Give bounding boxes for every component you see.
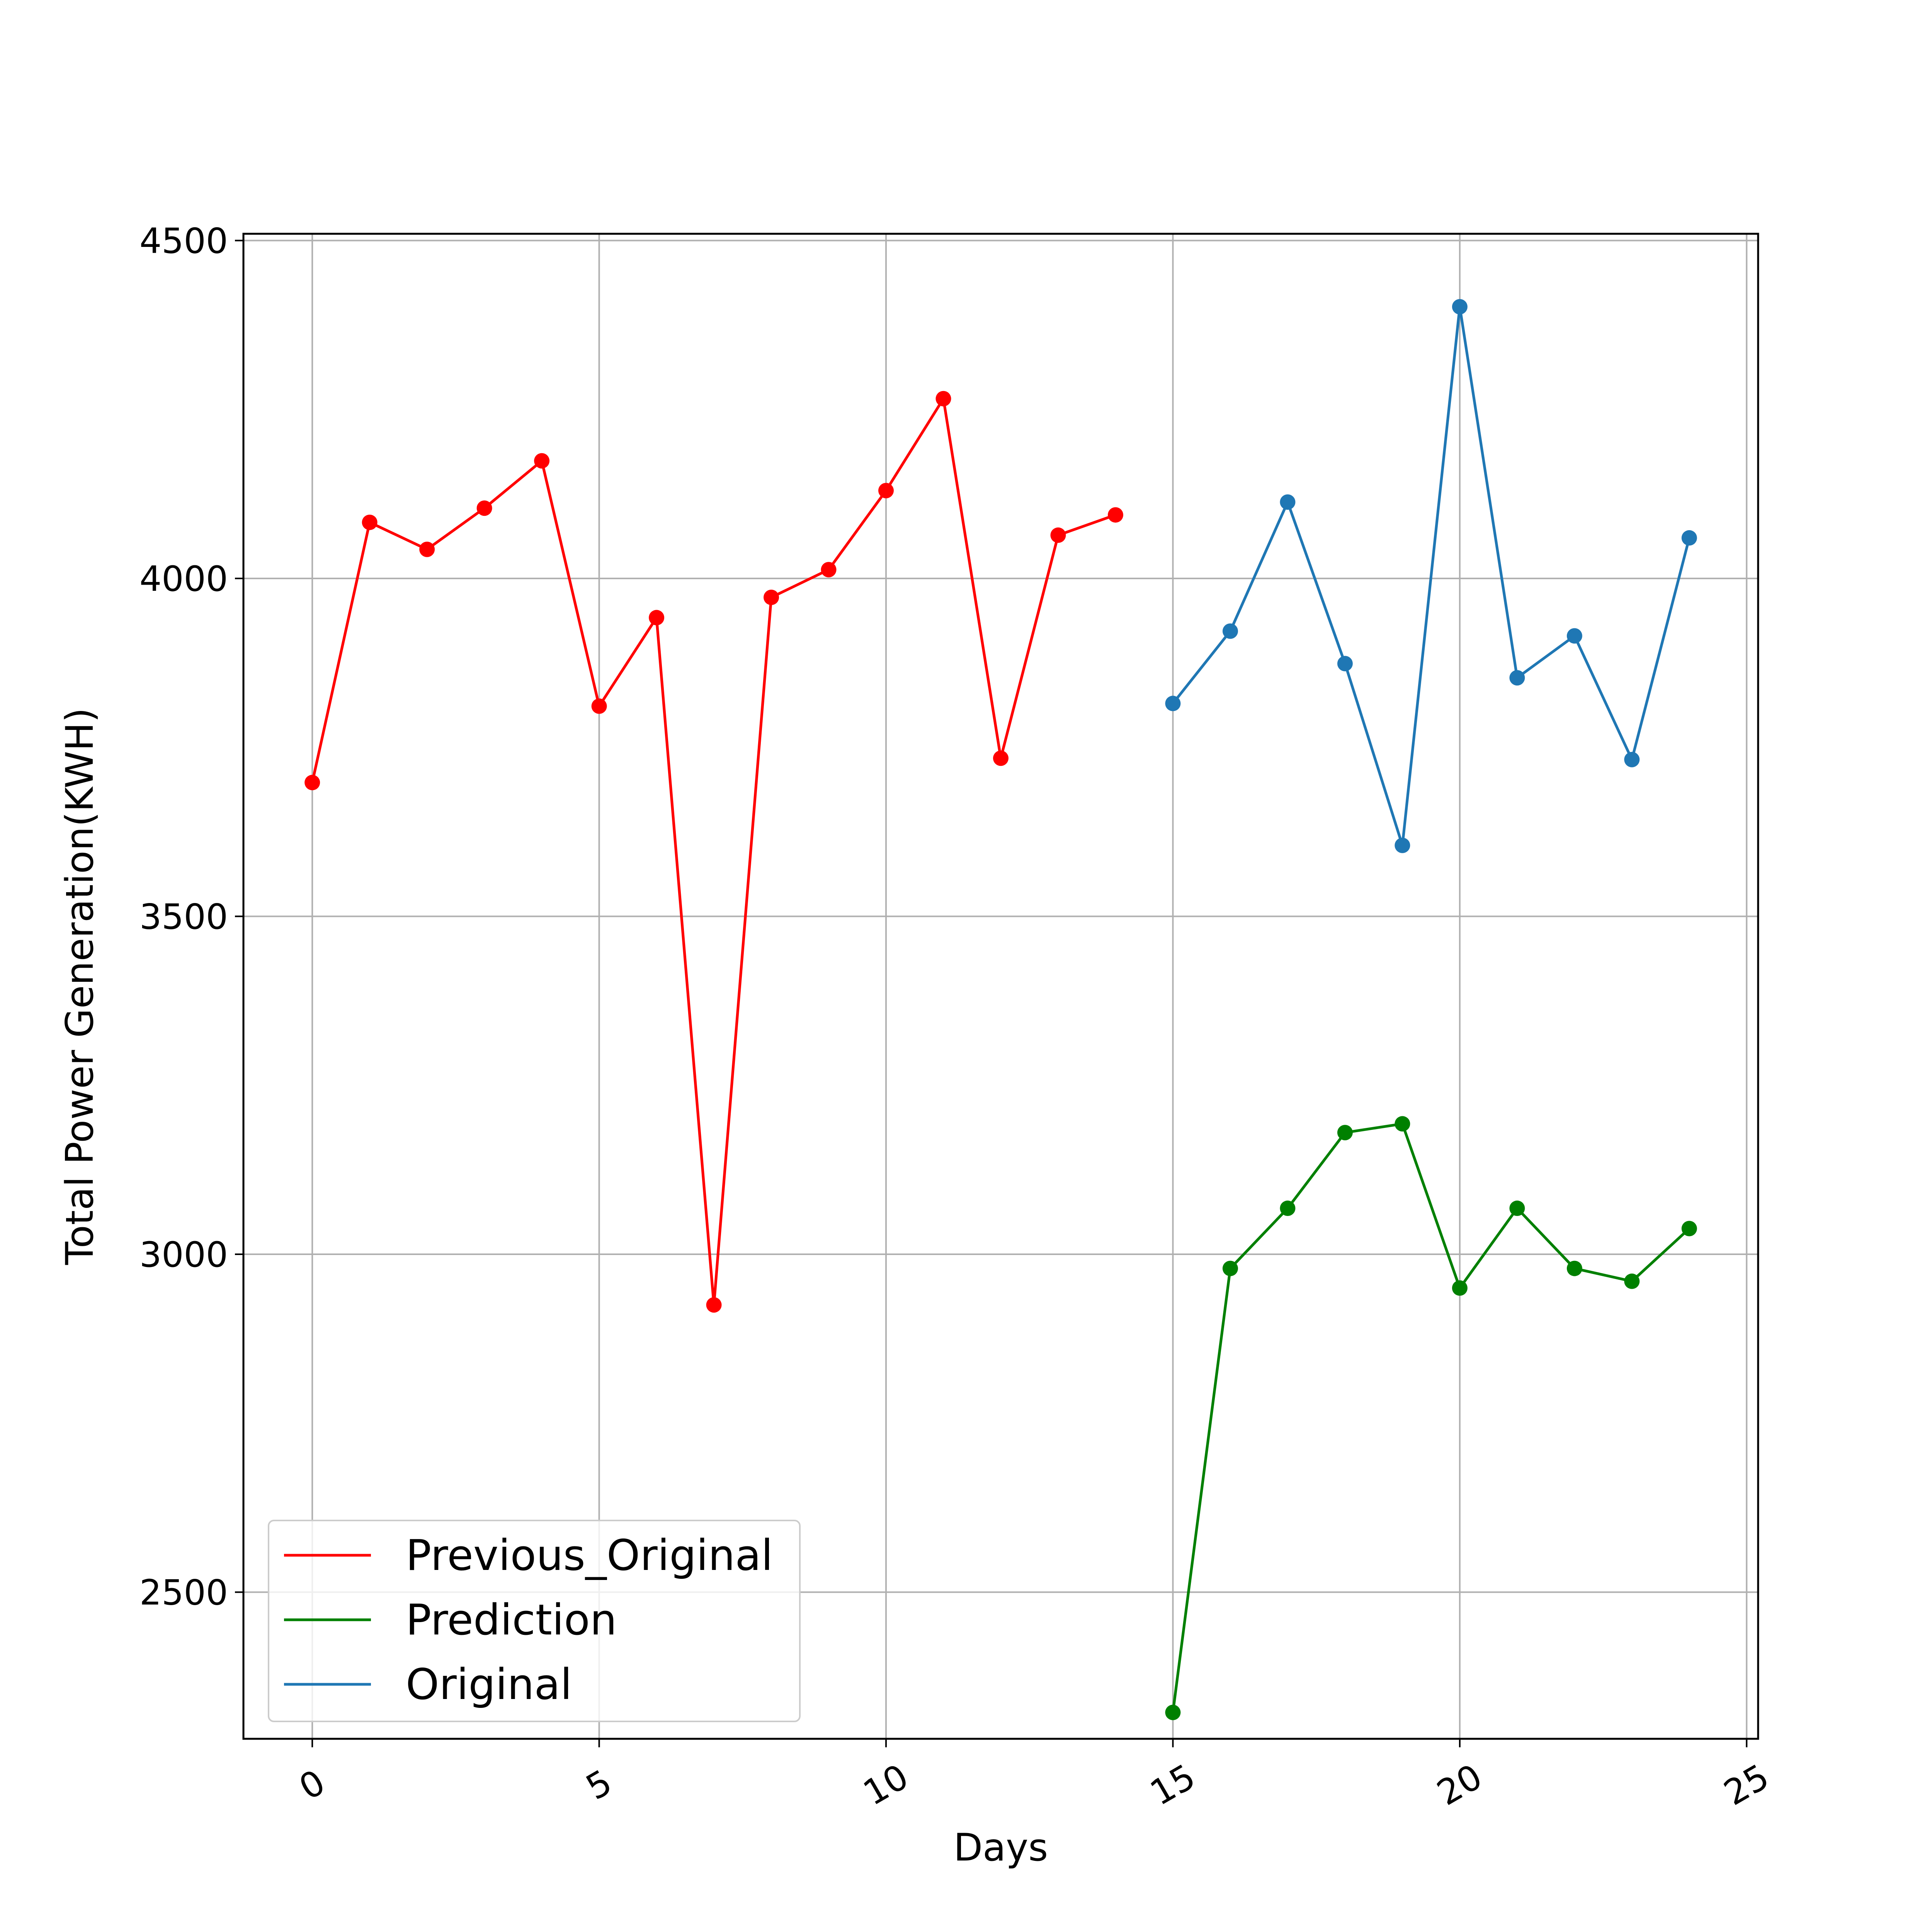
data-point (993, 750, 1009, 766)
data-point (1165, 1704, 1181, 1720)
data-point (1050, 527, 1066, 543)
data-point (1280, 1201, 1296, 1216)
data-point (1337, 1125, 1353, 1141)
data-point (764, 589, 779, 605)
legend-box (268, 1520, 801, 1722)
y-tick-label: 3000 (139, 1235, 228, 1275)
data-point (304, 775, 320, 791)
data-point (1509, 670, 1525, 686)
data-point (476, 500, 492, 516)
data-point (1624, 752, 1640, 767)
data-point (1509, 1201, 1525, 1216)
legend-entry-label: Previous_Original (406, 1531, 773, 1580)
data-point (1107, 507, 1123, 523)
y-tick-label: 2500 (139, 1572, 228, 1613)
data-point (649, 610, 665, 626)
legend-entry-label: Prediction (406, 1595, 617, 1645)
data-point (706, 1297, 722, 1313)
data-point (1395, 1116, 1410, 1132)
plot-frame (242, 233, 1759, 1740)
data-point (1337, 656, 1353, 672)
y-axis-label: Total Power Generation(KWH) (58, 707, 102, 1265)
y-tick-label: 3500 (139, 896, 228, 937)
series-line (1171, 1122, 1690, 1713)
series-prediction (1165, 1116, 1697, 1720)
data-point (1624, 1273, 1640, 1289)
data-point (1222, 1260, 1238, 1276)
data-point (1395, 837, 1410, 853)
data-point (1280, 494, 1296, 510)
data-point (935, 391, 951, 406)
series-layer (304, 299, 1697, 1720)
data-point (1222, 623, 1238, 639)
data-point (1681, 530, 1697, 546)
legend-entry-label: Original (406, 1660, 572, 1709)
data-point (1165, 696, 1181, 711)
data-point (534, 453, 550, 469)
legend: Previous_Original Prediction Original (268, 1520, 801, 1722)
data-point (1566, 1260, 1582, 1276)
data-point (821, 562, 837, 578)
series-original (1165, 299, 1697, 853)
series-previous-original (304, 391, 1123, 1313)
y-tick-label: 4500 (139, 221, 228, 261)
data-point (419, 541, 435, 557)
data-point (591, 698, 607, 714)
series-line (1172, 305, 1691, 847)
data-point (1566, 628, 1582, 644)
data-point (1452, 1280, 1468, 1296)
data-point (878, 483, 894, 498)
y-tick-label: 4000 (139, 559, 228, 599)
x-axis-label: Days (954, 1826, 1048, 1870)
data-point (1681, 1221, 1697, 1236)
y-axis-ticks: 2500 3000 3500 4000 4500 (139, 221, 243, 1613)
data-point (1452, 299, 1468, 315)
data-point (362, 514, 378, 530)
